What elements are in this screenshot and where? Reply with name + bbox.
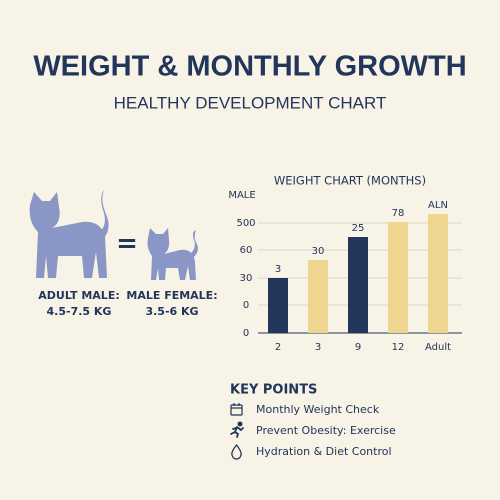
bar-label: 25 xyxy=(352,223,365,234)
bar-label: ALN xyxy=(428,200,448,211)
key-point: Hydration & Diet Control xyxy=(256,445,392,458)
category-label: Adult xyxy=(425,342,451,353)
bar xyxy=(428,214,448,333)
runner-icon xyxy=(230,421,244,438)
cat-range: 3.5-6 KG xyxy=(145,305,198,318)
axis-tick-label: 0 xyxy=(243,300,249,311)
bar xyxy=(388,222,408,333)
title: WEIGHT & MONTHLY GROWTH xyxy=(33,51,466,83)
cat-range: 4.5-7.5 KG xyxy=(47,305,112,318)
equals-sign: = xyxy=(116,229,138,259)
axis-tick-label: 500 xyxy=(236,218,255,229)
category-label: 2 xyxy=(275,342,281,353)
bar xyxy=(268,278,288,333)
category-label: 12 xyxy=(392,342,405,353)
subtitle: HEALTHY DEVELOPMENT CHART xyxy=(114,93,387,112)
cat-label: ADULT MALE: xyxy=(38,289,119,302)
category-label: 3 xyxy=(315,342,321,353)
bar-label: 3 xyxy=(275,264,281,275)
axis-label: MALE xyxy=(228,190,255,201)
bar xyxy=(348,237,368,333)
drop-icon xyxy=(231,443,242,460)
chart-title: WEIGHT CHART (MONTHS) xyxy=(274,174,426,188)
key-point: Monthly Weight Check xyxy=(256,403,380,416)
calendar-icon xyxy=(230,403,243,416)
category-label: 9 xyxy=(355,342,361,353)
adult-cat-icon xyxy=(29,190,109,278)
cat-label: MALE FEMALE: xyxy=(126,289,217,302)
female-cat-icon xyxy=(147,228,198,280)
bar xyxy=(308,260,328,333)
bar-label: 30 xyxy=(312,246,325,257)
bar-label: 78 xyxy=(392,208,405,219)
axis-tick-label: 30 xyxy=(240,273,253,284)
axis-tick-label: 0 xyxy=(243,328,249,339)
key-point: Prevent Obesity: Exercise xyxy=(256,424,396,437)
key-points-title: KEY POINTS xyxy=(230,383,317,398)
axis-tick-label: 60 xyxy=(240,245,253,256)
